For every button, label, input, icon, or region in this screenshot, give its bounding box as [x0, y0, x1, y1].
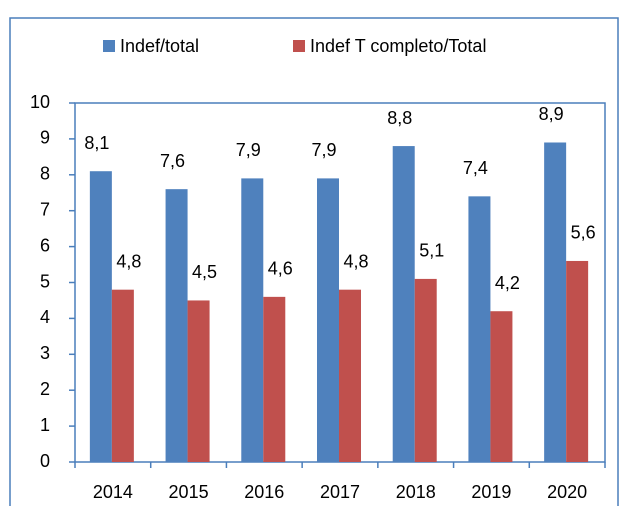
value-label: 7,9 [311, 140, 336, 160]
x-tick-label: 2016 [244, 482, 284, 502]
x-tick-label: 2019 [471, 482, 511, 502]
y-tick-label: 1 [40, 415, 50, 435]
bar [317, 178, 339, 462]
value-label: 7,6 [160, 151, 185, 171]
value-label: 8,8 [387, 108, 412, 128]
bar [165, 189, 188, 462]
bar [392, 146, 415, 462]
bar [468, 196, 491, 462]
value-label: 8,1 [84, 133, 109, 153]
x-tick-label: 2014 [93, 482, 133, 502]
bar [111, 289, 134, 462]
y-tick-label: 7 [40, 199, 50, 219]
value-label: 5,6 [571, 223, 596, 243]
bar [544, 142, 567, 463]
y-tick-label: 4 [40, 307, 50, 327]
value-label: 7,9 [236, 140, 261, 160]
y-tick-label: 6 [40, 235, 50, 255]
bar [263, 296, 286, 462]
legend-label: Indef T completo/Total [310, 36, 486, 56]
x-tick-label: 2020 [547, 482, 587, 502]
y-tick-label: 0 [40, 451, 50, 471]
bar [490, 311, 513, 462]
legend-swatch [293, 40, 305, 52]
bar [339, 289, 361, 462]
value-label: 8,9 [539, 104, 564, 124]
y-tick-label: 2 [40, 379, 50, 399]
bar [241, 178, 264, 462]
x-tick-label: 2017 [320, 482, 360, 502]
value-label: 4,8 [116, 251, 141, 271]
value-label: 5,1 [419, 241, 444, 261]
chart-frame [9, 17, 619, 511]
y-tick-label: 8 [40, 164, 50, 184]
x-tick-label: 2018 [396, 482, 436, 502]
y-tick-label: 3 [40, 343, 50, 363]
bar [566, 260, 589, 462]
bar [89, 171, 112, 462]
value-label: 4,2 [495, 273, 520, 293]
bar [414, 278, 437, 462]
value-label: 7,4 [463, 158, 488, 178]
value-label: 4,6 [268, 259, 293, 279]
value-label: 4,5 [192, 262, 217, 282]
legend-swatch [103, 40, 115, 52]
bar [187, 300, 210, 462]
legend-label: Indef/total [120, 36, 199, 56]
y-tick-label: 10 [30, 92, 50, 112]
y-tick-label: 5 [40, 271, 50, 291]
x-tick-label: 2015 [169, 482, 209, 502]
y-tick-label: 9 [40, 128, 50, 148]
value-label: 4,8 [343, 251, 368, 271]
